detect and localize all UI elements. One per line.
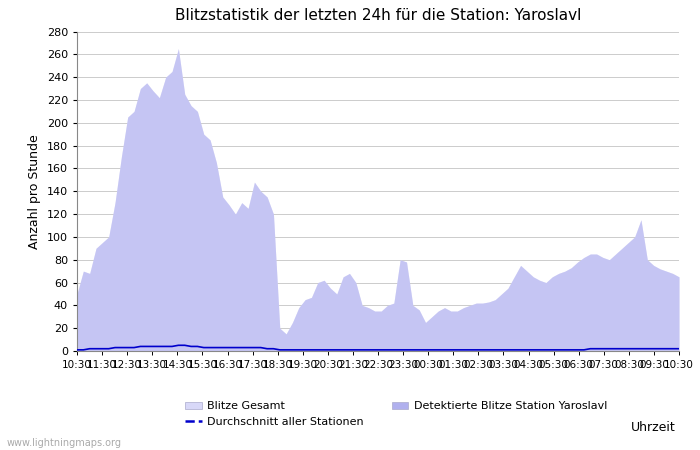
Title: Blitzstatistik der letzten 24h für die Station: Yaroslavl: Blitzstatistik der letzten 24h für die S…: [175, 9, 581, 23]
Legend: Blitze Gesamt, Durchschnitt aller Stationen, Detektierte Blitze Station Yaroslav: Blitze Gesamt, Durchschnitt aller Statio…: [185, 401, 607, 427]
Text: www.lightningmaps.org: www.lightningmaps.org: [7, 438, 122, 448]
Y-axis label: Anzahl pro Stunde: Anzahl pro Stunde: [28, 134, 41, 248]
Text: Uhrzeit: Uhrzeit: [631, 421, 676, 434]
